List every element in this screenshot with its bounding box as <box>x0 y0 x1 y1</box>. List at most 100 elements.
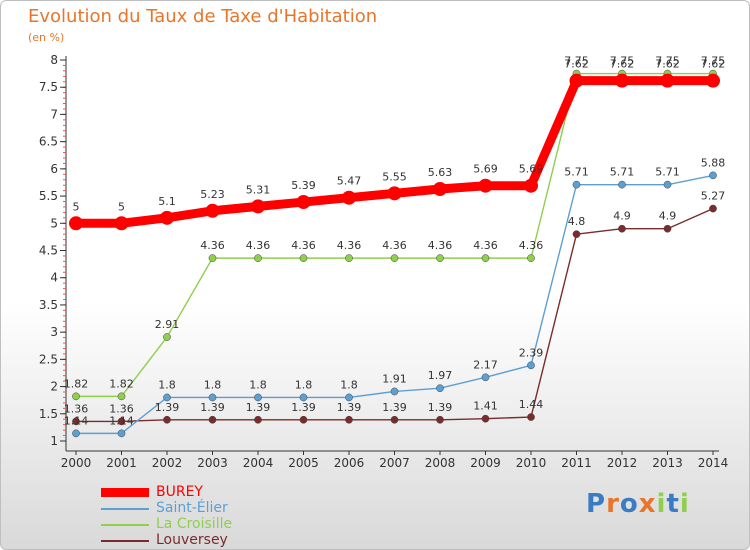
data-point <box>72 392 80 401</box>
data-point <box>117 392 126 401</box>
data-label: 7.75 <box>655 55 680 68</box>
data-label: 2.91 <box>155 318 180 331</box>
data-point <box>69 216 83 231</box>
data-label: 4.36 <box>519 239 544 252</box>
data-point <box>706 73 720 88</box>
data-label: 5.39 <box>291 179 316 192</box>
data-label: 5.88 <box>701 156 726 169</box>
data-label: 5.69 <box>519 163 544 176</box>
y-tick-label: 4.5 <box>39 244 58 258</box>
data-label: 1.8 <box>249 378 267 391</box>
data-label: 5.47 <box>337 175 362 188</box>
data-label: 4.9 <box>659 210 677 223</box>
data-point <box>251 199 265 214</box>
data-label: 7.75 <box>701 55 726 68</box>
data-label: 1.8 <box>204 378 222 391</box>
data-label: 4.36 <box>337 239 362 252</box>
data-point <box>299 415 308 424</box>
data-point <box>72 429 80 438</box>
legend-item: Saint-Élier <box>101 500 301 517</box>
data-label: 7.75 <box>564 55 589 68</box>
x-tick-label: 2011 <box>561 456 592 470</box>
chart-title: Evolution du Taux de Taxe d'Habitation <box>28 6 378 27</box>
data-point <box>663 224 672 233</box>
data-label: 1.8 <box>340 378 358 391</box>
data-point <box>481 373 490 382</box>
data-point <box>660 73 675 88</box>
y-tick-label: 2 <box>50 380 58 394</box>
logo-letter: P <box>586 489 607 519</box>
chart-series-points <box>69 69 720 438</box>
data-label: 1.39 <box>428 401 453 414</box>
legend-item: Louversey <box>101 532 301 549</box>
series-line-la-croisille <box>75 72 714 398</box>
data-label: 7.75 <box>610 55 635 68</box>
data-point <box>481 254 490 262</box>
data-label: 5.69 <box>473 163 498 176</box>
x-tick-label: 2007 <box>379 456 410 470</box>
y-tick-label: 5 <box>50 216 58 230</box>
chart-data-labels: 1.36 1.36 1.39 1.39 1.39 1.39 1.39 1.39 1.39 1.41… <box>64 55 726 428</box>
data-label: 1.39 <box>200 401 225 414</box>
data-label: 5.71 <box>655 166 680 179</box>
data-label: 1.82 <box>109 377 134 390</box>
y-tick-label: 4 <box>50 271 58 285</box>
legend-item: BUREY <box>101 484 301 501</box>
data-label: 1.44 <box>519 398 544 411</box>
data-label: 1.36 <box>109 402 134 415</box>
data-label: 7.62 <box>655 58 680 71</box>
data-point <box>387 186 402 201</box>
y-tick-label: 5.5 <box>39 189 58 203</box>
x-tick-label: 2000 <box>61 456 92 470</box>
data-label: 1.39 <box>246 401 271 414</box>
data-point <box>618 180 626 189</box>
data-point <box>709 171 717 180</box>
legend-swatch-bar <box>101 488 149 497</box>
data-label: 1.39 <box>291 401 316 414</box>
logo-letter: r <box>606 489 620 519</box>
data-point <box>163 333 171 341</box>
x-tick-label: 2006 <box>334 456 365 470</box>
data-point <box>296 195 311 210</box>
data-point <box>527 413 535 421</box>
data-point <box>436 384 444 393</box>
legend-swatch-bar <box>101 508 149 510</box>
legend-item: La Croisille <box>101 516 301 533</box>
logo-letter: o <box>619 489 639 519</box>
legend-swatch <box>101 501 149 517</box>
data-label: 7.62 <box>701 58 726 71</box>
data-point <box>709 204 717 213</box>
data-point <box>436 254 444 262</box>
data-label: 1.39 <box>337 401 362 414</box>
legend-label: Saint-Élier <box>156 500 228 516</box>
data-label: 4.36 <box>246 239 271 252</box>
data-label: 5.71 <box>564 166 589 179</box>
data-label: 1.41 <box>473 400 498 413</box>
x-tick-label: 2002 <box>152 456 183 470</box>
y-tick-label: 1 <box>50 434 58 448</box>
logo-letter: i <box>679 489 690 519</box>
data-point <box>205 203 220 218</box>
legend-label: Louversey <box>156 532 228 548</box>
data-point <box>615 73 629 88</box>
data-label: 1.14 <box>109 414 134 427</box>
data-label: 1.82 <box>64 377 89 390</box>
legend-swatch <box>101 485 149 501</box>
data-point <box>254 415 262 424</box>
data-point <box>345 393 353 402</box>
x-tick-label: 2008 <box>425 456 456 470</box>
data-point <box>160 210 174 225</box>
legend-label: BUREY <box>156 484 203 500</box>
x-tick-label: 2010 <box>516 456 547 470</box>
data-label: 5.23 <box>200 188 225 201</box>
data-point <box>390 415 399 424</box>
logo-letter: t <box>666 489 680 519</box>
chart-legend: BUREY Saint-Élier La Croisille Louversey <box>101 484 301 549</box>
data-label: 1.91 <box>382 372 407 385</box>
data-label: 4.36 <box>291 239 316 252</box>
data-point <box>390 387 399 396</box>
x-tick-label: 2012 <box>607 456 638 470</box>
data-label: 1.8 <box>158 378 176 391</box>
